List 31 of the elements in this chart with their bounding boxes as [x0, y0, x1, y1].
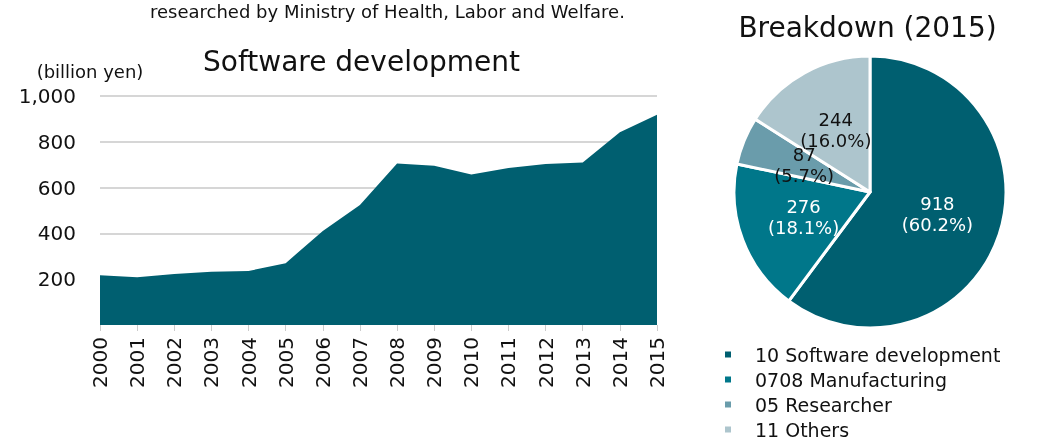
x-tick-label: 2013	[570, 337, 595, 388]
legend-label: 10 Software development	[755, 343, 1001, 366]
x-tick-label: 2012	[533, 337, 558, 388]
y-tick-label: 200	[37, 267, 76, 292]
x-tick-label: 2000	[88, 337, 112, 388]
x-tick-label: 2004	[236, 337, 261, 388]
y-tick-label: 1,000	[18, 84, 76, 108]
legend-label: 05 Researcher	[755, 393, 893, 416]
data-label: 276 (18.1%)	[767, 196, 840, 239]
x-tick-label: 2001	[125, 337, 150, 388]
x-tick-label: 2002	[162, 337, 187, 388]
x-tick-label: 2008	[385, 337, 410, 388]
y-tick-label: 800	[37, 129, 76, 154]
data-label: 918 (60.2%)	[901, 193, 974, 236]
text: researched by Ministry of Health, Labor and Welfare.	[150, 0, 625, 22]
y-tick-label: 400	[37, 221, 76, 246]
y-tick-label: 600	[37, 175, 76, 200]
x-tick-label: 2005	[273, 337, 298, 388]
x-tick-label: 2009	[422, 337, 447, 388]
x-tick-label: 2014	[607, 337, 632, 388]
legend-label: 11 Others	[755, 418, 850, 441]
x-tick-label: 2007	[347, 337, 372, 388]
x-tick-label: 2003	[199, 337, 224, 388]
x-tick-label: 2011	[496, 337, 521, 388]
y-axis-title: (billion yen)	[36, 60, 144, 82]
x-tick-label: 2006	[310, 337, 335, 388]
x-tick-label: 2010	[459, 337, 484, 388]
legend-label: 0708 Manufacturing	[755, 368, 947, 391]
chart-title: Breakdown (2015)	[738, 10, 997, 44]
x-tick-label: 2015	[645, 337, 669, 388]
chart-title: Software development	[203, 44, 521, 78]
